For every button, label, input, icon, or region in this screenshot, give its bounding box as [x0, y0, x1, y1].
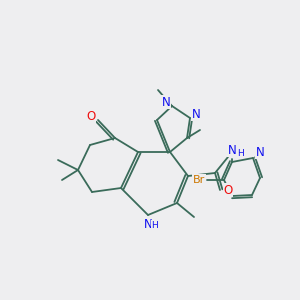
Text: N: N — [228, 143, 236, 157]
Text: N: N — [256, 146, 264, 158]
Text: N: N — [162, 95, 170, 109]
Text: O: O — [224, 184, 232, 196]
Text: O: O — [86, 110, 96, 124]
Text: H: H — [237, 148, 243, 158]
Text: H: H — [152, 220, 158, 230]
Text: Br: Br — [193, 175, 205, 185]
Text: N: N — [192, 107, 200, 121]
Text: N: N — [144, 218, 152, 232]
